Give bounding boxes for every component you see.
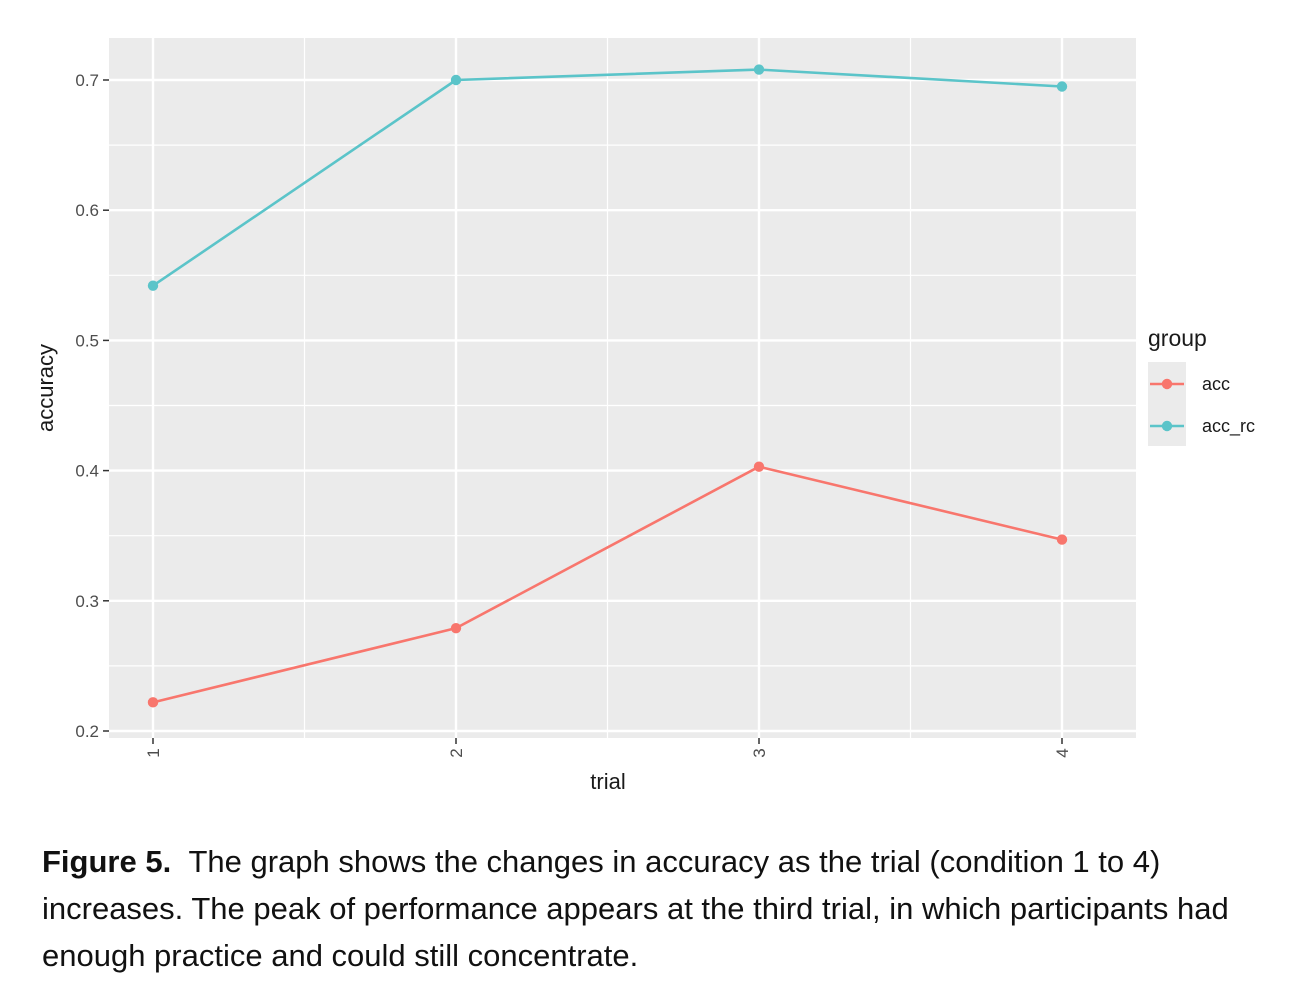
legend-label-acc: acc [1202, 374, 1230, 394]
y-tick-label: 0.3 [75, 592, 99, 611]
y-tick-label: 0.4 [75, 462, 99, 481]
minor-gridlines [109, 38, 1136, 738]
legend-title: group [1148, 325, 1207, 351]
legend-key-background [1148, 362, 1186, 446]
y-tick-label: 0.7 [75, 71, 99, 90]
figure-caption: Figure 5. The graph shows the changes in… [42, 838, 1272, 979]
plot-panel [109, 38, 1136, 738]
legend-key-point-acc [1161, 378, 1173, 390]
y-tick-label: 0.5 [75, 331, 99, 350]
y-tick-label: 0.2 [75, 722, 99, 741]
data-point-acc [753, 461, 765, 472]
caption-label: Figure 5. [42, 844, 172, 879]
legend-key-point-acc_rc [1161, 420, 1173, 432]
data-point-acc [147, 697, 159, 708]
legend-items: acc acc_rc [1148, 362, 1255, 446]
x-tick-label: 1 [144, 748, 163, 757]
x-tick-label: 2 [447, 748, 466, 757]
x-tick-label: 4 [1053, 748, 1072, 757]
data-point-acc_rc [147, 280, 159, 291]
data-point-acc_rc [450, 74, 462, 86]
data-point-acc_rc [1056, 81, 1068, 92]
legend-label-acc_rc: acc_rc [1202, 416, 1255, 437]
y-axis: 0.2 0.3 0.4 0.5 0.6 0.7 [75, 71, 109, 741]
caption-text: The graph shows the changes in accuracy … [42, 844, 1229, 973]
data-point-acc [450, 622, 462, 634]
x-tick-label: 3 [750, 748, 769, 757]
data-point-acc [1056, 534, 1068, 545]
line-chart: 0.2 0.3 0.4 0.5 0.6 0.7 1 2 3 4 accuracy trial g… [33, 38, 1255, 794]
legend: group acc acc_rc [1148, 325, 1255, 446]
series-line-acc [152, 465, 1063, 704]
y-tick-label: 0.6 [75, 201, 99, 220]
series-line-acc_rc [152, 68, 1063, 287]
series-layer [147, 64, 1068, 708]
data-point-acc_rc [753, 64, 765, 75]
x-axis: 1 2 3 4 [144, 738, 1072, 758]
x-axis-title: trial [590, 769, 625, 794]
y-axis-title: accuracy [33, 344, 58, 432]
